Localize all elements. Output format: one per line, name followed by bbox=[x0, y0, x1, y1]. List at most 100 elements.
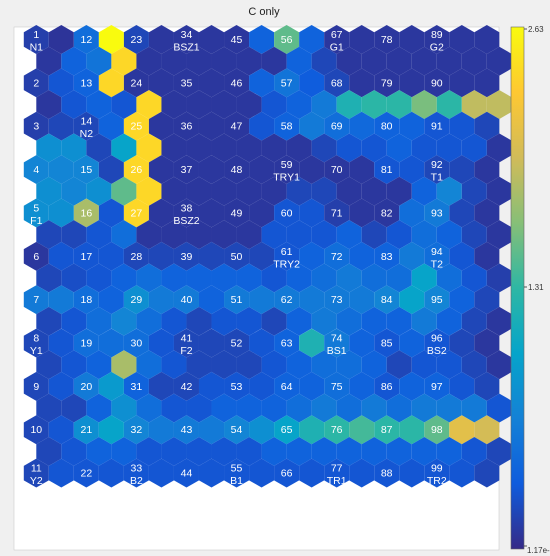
neuron-number-label: 83 bbox=[381, 251, 393, 263]
hex-cell bbox=[474, 25, 500, 54]
hex-cell bbox=[336, 133, 362, 163]
hex-cell bbox=[249, 68, 275, 98]
hex-cell bbox=[199, 25, 225, 54]
hex-cell bbox=[36, 350, 62, 380]
hex-cell bbox=[136, 220, 162, 250]
hex-cell bbox=[148, 25, 174, 54]
hex-cell bbox=[86, 133, 112, 163]
neuron-number-label: 42 bbox=[181, 381, 193, 393]
hex-cell bbox=[61, 46, 87, 76]
hex-cell bbox=[199, 241, 225, 271]
hex-cell bbox=[411, 46, 437, 76]
hex-cell bbox=[23, 285, 49, 315]
hex-cell bbox=[274, 328, 300, 358]
neuron-tag-label: G1 bbox=[330, 42, 344, 54]
hex-cell bbox=[211, 350, 237, 380]
neuron-number-label: 45 bbox=[231, 34, 243, 46]
hex-cell bbox=[299, 328, 325, 358]
neuron-number-label: 73 bbox=[331, 294, 343, 306]
hex-cell bbox=[436, 133, 462, 163]
hex-cell bbox=[449, 25, 475, 54]
colorbar-tick-label-min: 1.17e- bbox=[527, 546, 550, 555]
hex-cell bbox=[261, 46, 287, 76]
neuron-number-label: 44 bbox=[181, 468, 193, 480]
hex-cell bbox=[148, 371, 174, 401]
hex-cell bbox=[249, 328, 275, 358]
hex-cell bbox=[311, 350, 337, 380]
hex-cell bbox=[61, 90, 87, 119]
hex-cell bbox=[399, 458, 425, 488]
hex-cell bbox=[399, 371, 425, 401]
hex-cell bbox=[311, 306, 337, 336]
hex-cell bbox=[36, 436, 62, 466]
neuron-number-label: 99 bbox=[431, 463, 443, 475]
neuron-tag-label: N2 bbox=[80, 128, 94, 140]
hex-cell bbox=[36, 176, 62, 206]
neuron-number-label: 12 bbox=[81, 34, 93, 46]
hex-cell bbox=[486, 176, 512, 206]
hex-cell bbox=[111, 436, 137, 466]
hex-cell bbox=[424, 25, 450, 54]
neuron-tag-label: B1 bbox=[230, 475, 243, 487]
hex-cell bbox=[286, 220, 312, 250]
hex-cell bbox=[224, 241, 250, 271]
hex-cell bbox=[224, 415, 250, 445]
hex-cell bbox=[73, 198, 99, 228]
hex-cell bbox=[436, 220, 462, 250]
hex-cell bbox=[123, 198, 149, 228]
neuron-number-label: 28 bbox=[131, 251, 143, 263]
neuron-number-label: 32 bbox=[131, 424, 143, 436]
hex-cell bbox=[249, 111, 275, 141]
hex-cell bbox=[211, 46, 237, 76]
neuron-number-label: 43 bbox=[181, 424, 193, 436]
hex-cell bbox=[461, 393, 487, 423]
neuron-tag-label: Y1 bbox=[30, 345, 43, 357]
neuron-number-label: 87 bbox=[381, 424, 393, 436]
hex-cell bbox=[249, 25, 275, 54]
hex-cell bbox=[36, 306, 62, 336]
hex-cell bbox=[311, 90, 337, 119]
hex-cell bbox=[361, 350, 387, 380]
hex-cell bbox=[48, 68, 74, 98]
hex-cell bbox=[86, 436, 112, 466]
neuron-number-label: 71 bbox=[331, 207, 343, 219]
hex-cell bbox=[386, 133, 412, 163]
hex-cell bbox=[374, 371, 400, 401]
hex-cell bbox=[411, 306, 437, 336]
hex-cell bbox=[299, 285, 325, 315]
hex-cell bbox=[374, 415, 400, 445]
neuron-number-label: 2 bbox=[33, 77, 39, 89]
hex-cell bbox=[449, 458, 475, 488]
neuron-number-label: 40 bbox=[181, 294, 193, 306]
hex-cell bbox=[98, 68, 124, 98]
hex-cell bbox=[399, 328, 425, 358]
hex-cell bbox=[161, 436, 187, 466]
hex-cell bbox=[136, 393, 162, 423]
hex-cell bbox=[48, 371, 74, 401]
hex-cell bbox=[211, 176, 237, 206]
neuron-number-label: 30 bbox=[131, 338, 143, 350]
neuron-number-label: 8 bbox=[33, 333, 39, 345]
hex-cell bbox=[123, 371, 149, 401]
hex-cell bbox=[249, 155, 275, 185]
hex-grid bbox=[23, 25, 512, 488]
hex-cell bbox=[111, 133, 137, 163]
hex-cell bbox=[86, 90, 112, 119]
hex-cell bbox=[349, 458, 375, 488]
hex-cell bbox=[199, 415, 225, 445]
hex-cell bbox=[436, 350, 462, 380]
hex-cell bbox=[123, 241, 149, 271]
neuron-tag-label: Y2 bbox=[30, 475, 43, 487]
hex-cell bbox=[236, 306, 262, 336]
hex-cell bbox=[236, 90, 262, 119]
hex-cell bbox=[424, 155, 450, 185]
neuron-number-label: 36 bbox=[181, 121, 193, 133]
neuron-number-label: 60 bbox=[281, 207, 293, 219]
hex-cell bbox=[123, 415, 149, 445]
hex-cell bbox=[361, 263, 387, 293]
hex-cell bbox=[148, 285, 174, 315]
hex-cell bbox=[173, 111, 199, 141]
neuron-number-label: 34 bbox=[181, 29, 193, 41]
hex-cell bbox=[436, 306, 462, 336]
hex-cell bbox=[399, 155, 425, 185]
